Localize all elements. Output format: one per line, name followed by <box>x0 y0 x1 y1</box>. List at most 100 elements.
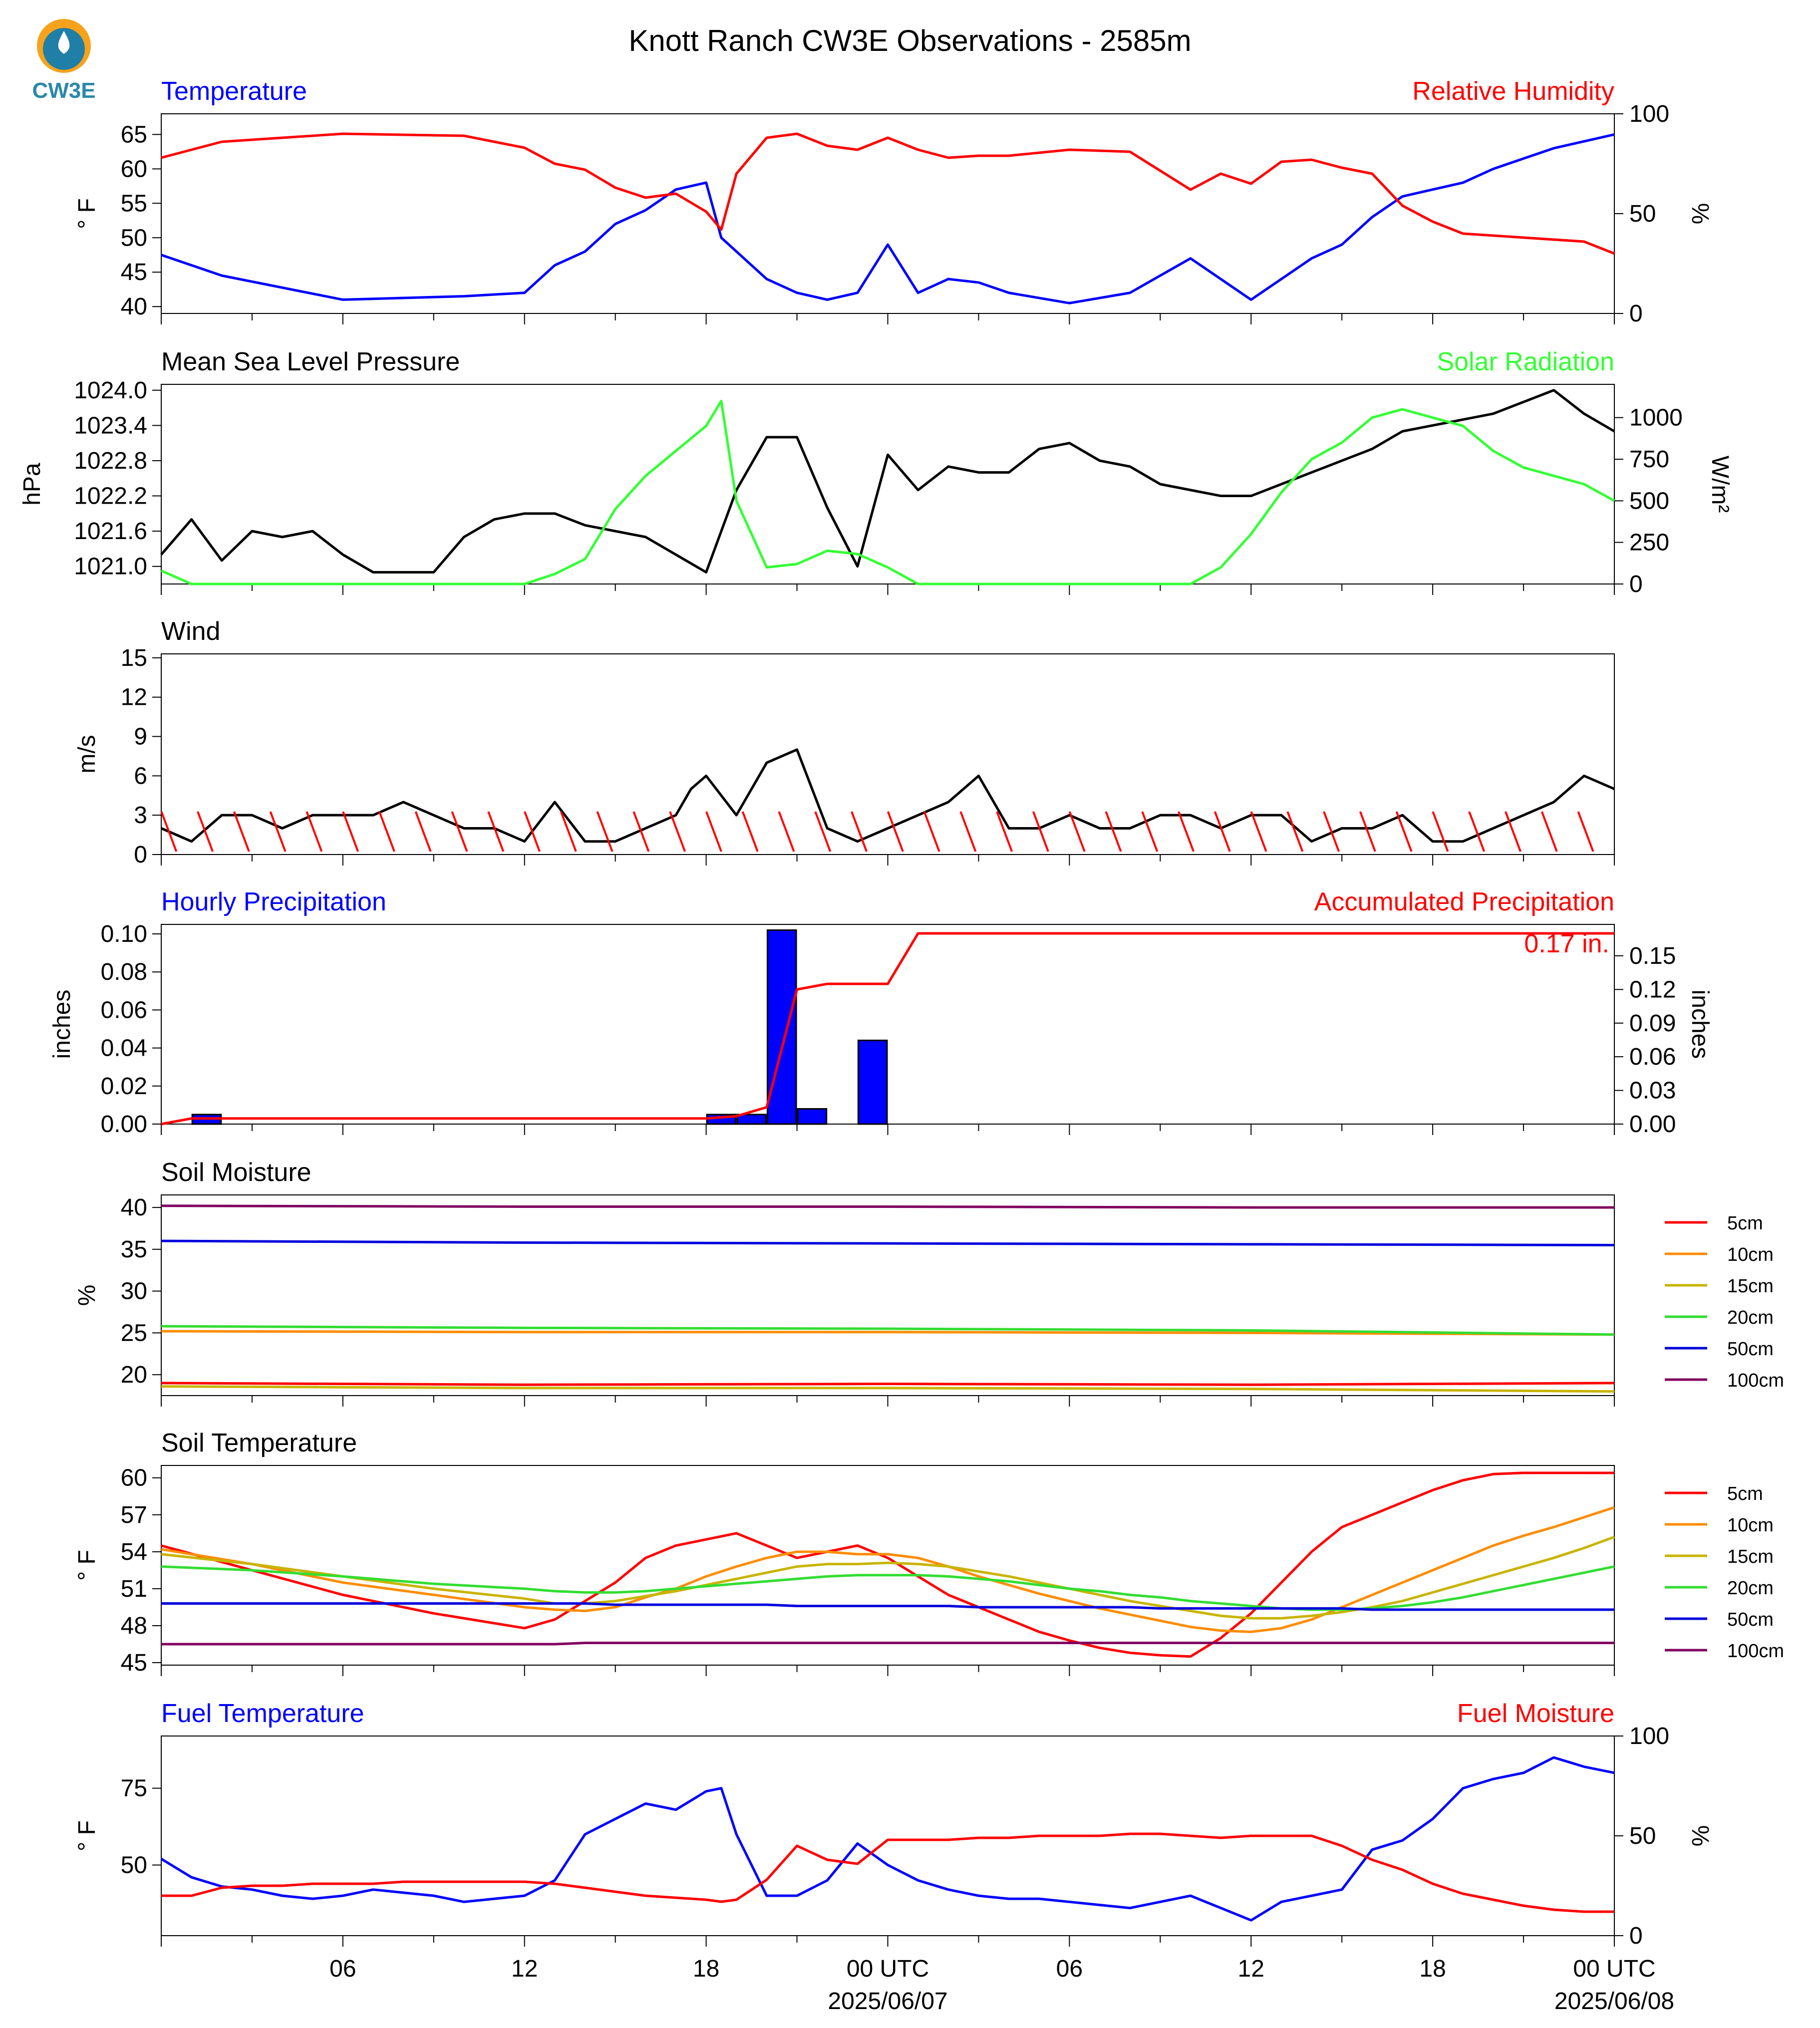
legend-label: 5cm <box>1727 1213 1763 1234</box>
y-tick-label-left: 0.08 <box>101 959 147 985</box>
y-tick-label-left: 60 <box>121 1465 147 1491</box>
wind-barb <box>1359 811 1376 852</box>
y-axis-label-left: inches <box>49 990 75 1059</box>
y-tick-label-left: 25 <box>121 1320 147 1346</box>
x-date-label: 2025/06/07 <box>828 1988 947 2015</box>
panel-wind: Wind 0 3 6 9 12 15 m/s <box>74 617 1615 868</box>
y-axis-label-left: ° F <box>74 1550 100 1581</box>
y-tick-label-left: 0.00 <box>101 1111 147 1138</box>
x-tick-label: 18 <box>693 1956 719 1982</box>
legend-soil_temp: 5cm 10cm 15cm 20cm 50cm 100cm <box>1665 1483 1784 1662</box>
series-line-50cm <box>161 1602 1614 1611</box>
y-tick-label-right: 0 <box>1629 300 1643 327</box>
y-tick-label-left: 54 <box>121 1539 147 1565</box>
y-tick-label-left: 40 <box>121 1194 147 1221</box>
wind-barb <box>160 811 178 852</box>
wind-barb <box>1323 811 1340 852</box>
wind-barb <box>1250 811 1267 852</box>
y-tick-label-left: 60 <box>121 156 147 182</box>
precip-total-annotation: 0.17 in. <box>1524 929 1609 958</box>
y-tick-label-left: 35 <box>121 1236 147 1263</box>
series-line-fuel-moisture <box>161 1832 1614 1913</box>
wind-barb <box>632 811 650 852</box>
panel-frame <box>161 113 1615 314</box>
y-tick-label-left: 50 <box>121 1852 147 1878</box>
y-axis-label-right: W/m² <box>1707 456 1733 513</box>
panel-title-right: Solar Radiation <box>1437 347 1614 376</box>
y-tick-label-right: 0.00 <box>1629 1111 1676 1138</box>
y-tick-label-left: 1022.2 <box>74 483 147 510</box>
series-line-20cm <box>161 1325 1615 1336</box>
legend-label: 10cm <box>1727 1244 1774 1265</box>
series-line-relative-humidity <box>161 132 1615 255</box>
wind-barb <box>378 811 395 852</box>
y-axis-label-left: ° F <box>74 1820 100 1851</box>
wind-barb <box>414 811 432 852</box>
panel-frame <box>161 1736 1615 1936</box>
wind-barb <box>451 811 468 852</box>
panel-soil_moist: Soil Moisture2025303540%5cm10cm15cm20cm5… <box>74 1158 1784 1407</box>
y-tick-label-left: 20 <box>121 1362 147 1388</box>
wind-barb <box>996 811 1013 852</box>
panel-title-left: Soil Moisture <box>161 1158 311 1187</box>
panel-title-left: Wind <box>161 617 220 646</box>
series-line-15cm <box>161 1385 1615 1393</box>
y-axis-label-right: % <box>1687 1825 1713 1847</box>
wind-barb <box>1540 811 1558 852</box>
y-tick-label-left: 48 <box>121 1613 147 1639</box>
x-tick-label: 00 UTC <box>1573 1956 1655 1982</box>
y-tick-label-left: 0.04 <box>101 1035 147 1062</box>
series-line-accumulated-precipitation <box>161 932 1614 1126</box>
panel-title-right: Relative Humidity <box>1412 77 1614 106</box>
y-axis-label-left: hPa <box>19 463 45 506</box>
series-line-5cm <box>161 1382 1615 1386</box>
series-line-temperature <box>161 133 1615 304</box>
y-tick-label-right: 0.03 <box>1629 1078 1676 1104</box>
wind-barb <box>814 811 832 852</box>
series-line-100cm <box>161 1642 1614 1646</box>
x-tick-label: 06 <box>1056 1956 1083 1982</box>
wind-barb <box>269 811 287 852</box>
y-axis-label-left: ° F <box>74 198 100 229</box>
panel-title-left: Hourly Precipitation <box>161 887 386 916</box>
panel-pres_solar: Mean Sea Level Pressure Solar Radiation 10… <box>19 347 1733 597</box>
wind-barb <box>1141 811 1159 852</box>
y-tick-label-left: 55 <box>121 190 147 217</box>
y-axis-label-right: inches <box>1687 990 1713 1059</box>
panel-frame <box>161 384 1615 584</box>
wind-barb <box>1468 811 1486 852</box>
logo-text: CW3E <box>32 78 95 103</box>
y-tick-label-left: 30 <box>121 1278 147 1305</box>
y-tick-label-right: 0 <box>1629 571 1643 597</box>
wind-barb <box>524 811 541 852</box>
wind-barb <box>197 811 214 852</box>
series-line-100cm <box>161 1204 1614 1209</box>
y-tick-label-left: 45 <box>121 1650 147 1676</box>
y-tick-label-left: 1023.4 <box>74 412 147 439</box>
series-line-mean-sea-level-pressure <box>160 389 1615 574</box>
series-line-20cm <box>161 1565 1615 1611</box>
y-axis-label-right: % <box>1687 203 1713 225</box>
wind-barb <box>1395 811 1413 852</box>
panel-frame <box>161 1194 1615 1396</box>
wind-barb <box>705 811 722 852</box>
wind-barb <box>1032 811 1049 852</box>
y-tick-label-left: 1024.0 <box>74 377 147 404</box>
panel-title-left: Soil Temperature <box>161 1429 357 1457</box>
legend-label: 20cm <box>1727 1307 1774 1328</box>
wind-barb <box>778 811 795 852</box>
y-tick-label-right: 0.06 <box>1629 1044 1676 1070</box>
wind-barb <box>1577 811 1594 852</box>
y-tick-label-left: 75 <box>121 1775 147 1802</box>
y-tick-label-right: 100 <box>1629 1723 1669 1749</box>
wind-barb <box>596 811 613 852</box>
wind-barb <box>1286 811 1304 852</box>
series-line-10cm <box>161 1506 1615 1633</box>
precip-bar <box>797 1108 828 1125</box>
figure-title: Knott Ranch CW3E Observations - 2585m <box>628 24 1191 57</box>
y-tick-label-left: 0.02 <box>101 1073 147 1100</box>
panel-soil_temp: Soil Temperature 45 48 51 54 57 60 ° F 5cm 10cm 15… <box>74 1429 1784 1676</box>
precip-bar <box>766 929 797 1125</box>
panel-title-left: Mean Sea Level Pressure <box>161 347 460 376</box>
